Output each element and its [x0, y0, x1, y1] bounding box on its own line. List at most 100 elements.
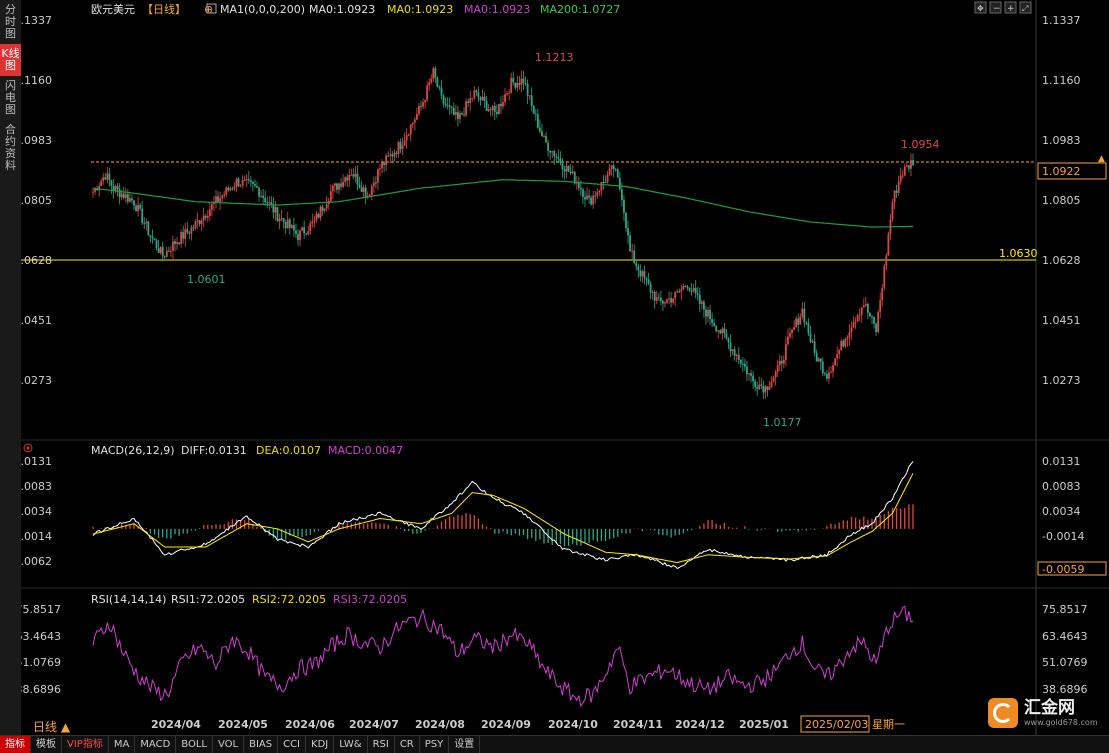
candle-body — [143, 223, 146, 225]
kline-chart[interactable]: 欧元美元 【日线】 ⊕ MA1(0,0,0,200) MA0:1.0923 MA… — [21, 0, 1109, 735]
candle-body — [518, 82, 521, 85]
candle-body — [459, 113, 461, 119]
side-tab-contract-info[interactable]: 合约资料 — [5, 123, 16, 172]
price-tick-right: 1.1337 — [1042, 14, 1081, 27]
date-tick: 2024/12 — [675, 718, 725, 731]
side-tab-kline[interactable]: K线图 — [0, 44, 21, 76]
candle-body — [668, 298, 670, 300]
candle-body — [627, 228, 629, 236]
macd-tick: 0.0131 — [21, 455, 52, 468]
candle-body — [362, 187, 365, 192]
tab-psy[interactable]: PSY — [420, 736, 450, 753]
candle-body — [879, 300, 882, 313]
candle-body — [676, 291, 679, 293]
svg-text:⤢: ⤢ — [1021, 4, 1028, 13]
candle-body — [129, 198, 131, 202]
tab-cci[interactable]: CCI — [278, 736, 307, 753]
maximize-icon[interactable] — [1019, 1, 1032, 14]
annotation-low: 1.0177 — [763, 416, 802, 429]
candle-body — [411, 122, 414, 125]
tab-vol[interactable]: VOL — [213, 736, 245, 753]
candle-body — [305, 233, 308, 235]
period-tag: 【日线】 — [142, 2, 186, 16]
candle-body — [756, 386, 759, 390]
candle-body — [114, 186, 117, 191]
candle-body — [139, 204, 142, 209]
side-tab-intraday[interactable]: 分时图 — [5, 3, 16, 40]
tab-cr[interactable]: CR — [395, 736, 420, 753]
candle-body — [805, 322, 808, 324]
candle-body — [221, 195, 224, 199]
candle-body — [666, 299, 668, 303]
candle-body — [828, 372, 830, 379]
candle-body — [420, 105, 422, 107]
candle-body — [276, 207, 279, 222]
candle-body — [778, 360, 781, 366]
candle-body — [342, 181, 344, 187]
candle-body — [487, 109, 490, 111]
candle-body — [885, 255, 888, 267]
candle-body — [311, 221, 314, 223]
date-tick: 2024/04 — [151, 718, 201, 731]
settings-icon[interactable]: ⊕ — [204, 3, 213, 16]
tab-rsi[interactable]: RSI — [368, 736, 395, 753]
candle-body — [334, 183, 336, 186]
support-line-label: 1.0630 — [999, 247, 1038, 260]
candle-body — [709, 309, 711, 320]
zoom-in-icon[interactable] — [1004, 1, 1017, 14]
tab-kdj[interactable]: KDJ — [306, 736, 335, 753]
period-selector[interactable]: 日线 ▲ — [33, 718, 70, 735]
tab-indicator[interactable]: 指标 — [0, 736, 31, 753]
tab-template[interactable]: 模板 — [31, 736, 62, 753]
candle-body — [713, 323, 716, 326]
candle-body — [801, 308, 804, 317]
ma-toggle-icon[interactable] — [206, 3, 217, 14]
tab-boll[interactable]: BOLL — [176, 736, 213, 753]
candle-body — [623, 199, 625, 213]
candle-body — [493, 105, 496, 112]
candle-body — [766, 386, 769, 390]
candle-body — [491, 105, 494, 111]
side-tab-flash[interactable]: 闪电图 — [5, 79, 16, 116]
candle-body — [606, 174, 609, 183]
candle-body — [744, 363, 746, 367]
candle-body — [293, 225, 295, 231]
candle-body — [200, 220, 203, 225]
candle-body — [586, 195, 588, 200]
tab-settings[interactable]: 设置 — [449, 736, 481, 753]
rsi2-label: RSI2:72.0205 — [252, 593, 326, 606]
candle-body — [510, 77, 513, 93]
candle-body — [262, 195, 265, 198]
candle-body — [426, 85, 429, 101]
macd-settings-icon[interactable] — [23, 443, 33, 453]
candle-body — [869, 312, 871, 317]
tab-macd[interactable]: MACD — [135, 736, 177, 753]
candle-body — [288, 219, 291, 228]
candle-body — [764, 386, 767, 393]
candle-body — [514, 82, 517, 88]
candle-body — [618, 177, 621, 190]
candle-body — [670, 298, 672, 303]
move-icon[interactable] — [974, 1, 987, 14]
candle-body — [659, 297, 662, 302]
candle-body — [739, 360, 742, 364]
zoom-out-icon[interactable] — [989, 1, 1002, 14]
candle-body — [614, 169, 617, 171]
candle-body — [592, 195, 595, 205]
rsi-tick-right: 38.6896 — [1042, 683, 1088, 696]
candle-body — [391, 154, 394, 157]
candle-body — [295, 230, 297, 234]
candle-body — [375, 182, 377, 184]
candle-body — [823, 373, 826, 375]
price-axis-right: 1.1337 1.1160 1.0983 1.0805 1.0628 1.045… — [1042, 14, 1081, 387]
candle-body — [264, 197, 267, 203]
candle-body — [278, 218, 281, 222]
candle-body — [864, 303, 867, 306]
candle-body — [733, 349, 736, 356]
tab-lw[interactable]: LW& — [334, 736, 368, 753]
tab-ma[interactable]: MA — [109, 736, 136, 753]
candle-body — [858, 314, 861, 316]
tab-vip-indicator[interactable]: VIP指标 — [62, 736, 109, 753]
candle-body — [178, 242, 180, 244]
tab-bias[interactable]: BIAS — [244, 736, 279, 753]
